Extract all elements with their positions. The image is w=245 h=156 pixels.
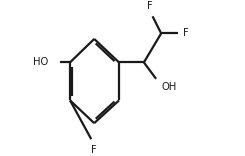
Text: F: F bbox=[147, 1, 153, 11]
Text: OH: OH bbox=[162, 82, 177, 92]
Text: HO: HO bbox=[33, 57, 48, 67]
Text: F: F bbox=[91, 145, 97, 155]
Text: F: F bbox=[183, 28, 189, 38]
